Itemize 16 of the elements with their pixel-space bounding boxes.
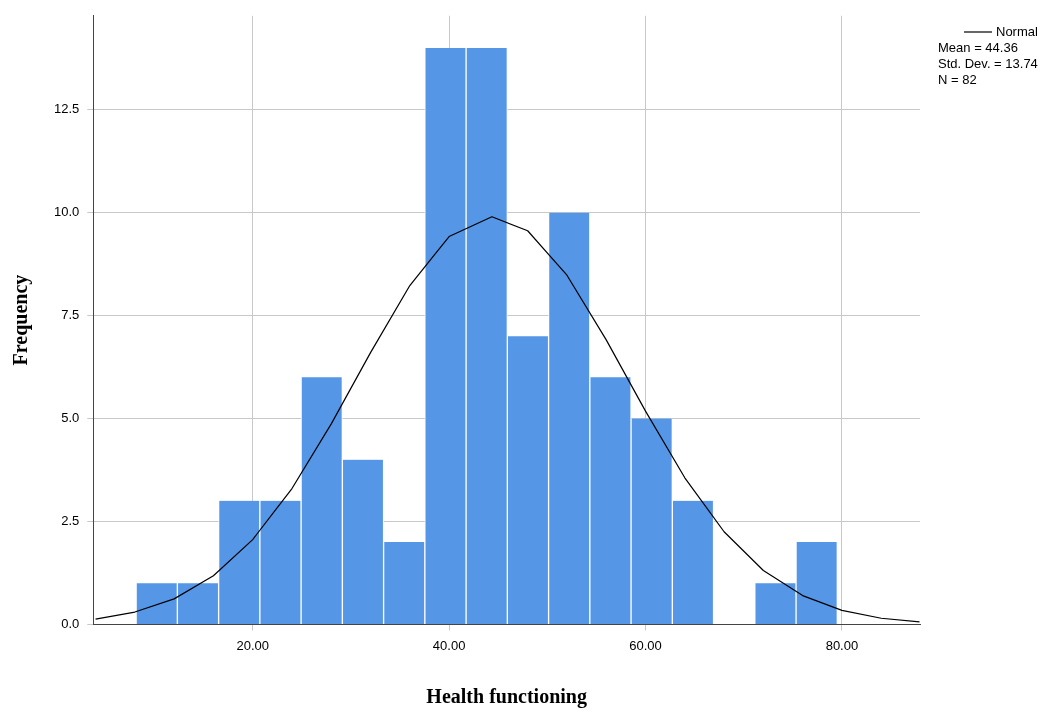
x-tick-label: 60.00 (629, 637, 662, 653)
legend-label: Normal (996, 23, 1039, 39)
y-tick-label: 0.0 (61, 615, 80, 631)
y-tick-label: 5.0 (61, 410, 80, 426)
x-tick-label: 80.00 (825, 637, 859, 653)
y-tick-label: 10.0 (53, 204, 80, 220)
y-tick-label: 12.5 (53, 101, 80, 117)
x-tick-label: 20.00 (236, 637, 269, 653)
x-axis-title: Health functioning (426, 685, 587, 709)
text: Std. Dev. = 13.74 (938, 55, 1038, 71)
y-axis-title: Frequency (9, 274, 33, 366)
y-tick-label: 7.5 (61, 307, 80, 323)
text: Mean = 44.36 (938, 39, 1018, 55)
y-tick-label: 2.5 (61, 513, 80, 529)
x-tick-label: 40.00 (432, 637, 466, 653)
text: N = 82 (938, 71, 977, 87)
